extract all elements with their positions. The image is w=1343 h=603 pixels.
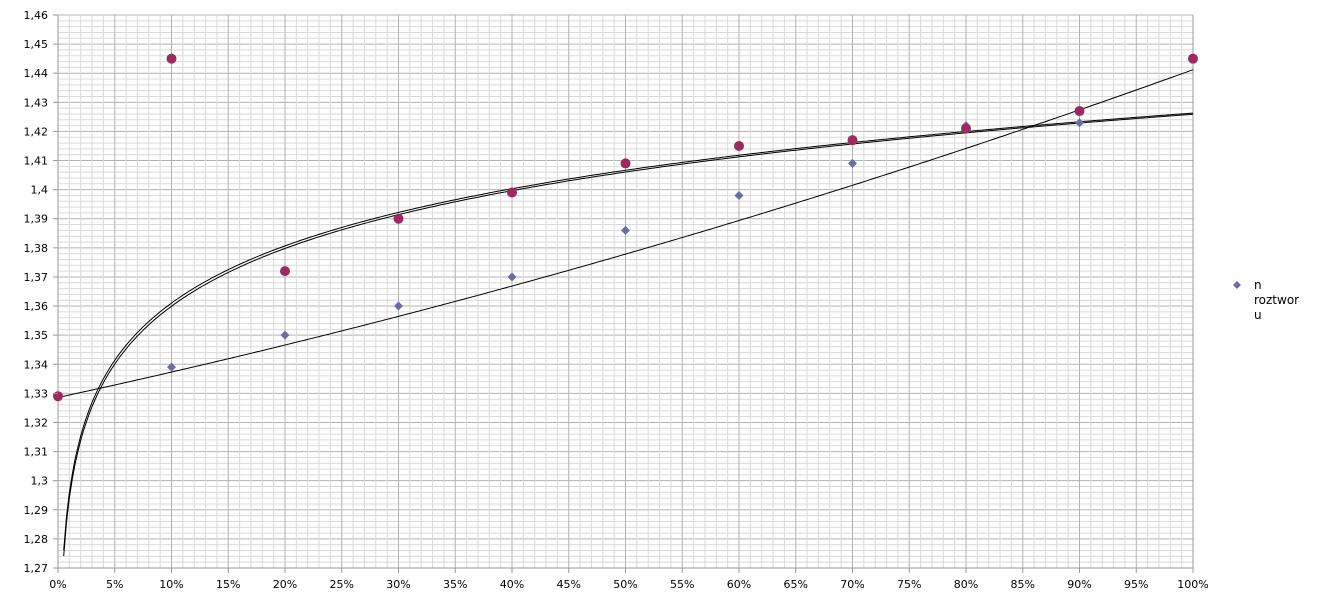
legend-label: n (1254, 278, 1262, 292)
legend-marker (1233, 281, 1241, 289)
x-tick-label: 40% (500, 578, 524, 591)
y-tick-label: 1,31 (24, 446, 49, 459)
series-1-point (167, 362, 176, 372)
x-tick-label: 60% (727, 578, 751, 591)
series-1-point (394, 301, 403, 311)
y-tick-label: 1,38 (24, 242, 49, 255)
y-tick-label: 1,3 (31, 475, 49, 488)
trendline-3 (63, 112, 1194, 551)
y-tick-label: 1,39 (24, 213, 49, 226)
series-2-point (1188, 53, 1198, 64)
x-tick-label: 30% (386, 578, 410, 591)
x-tick-label: 0% (49, 578, 66, 591)
y-tick-label: 1,36 (24, 300, 49, 313)
y-tick-label: 1,4 (31, 184, 49, 197)
x-tick-label: 25% (330, 578, 354, 591)
x-tick-label: 100% (1177, 578, 1208, 591)
y-tick-label: 1,41 (24, 155, 49, 168)
x-tick-label: 95% (1124, 578, 1148, 591)
trendline-1 (57, 69, 1194, 398)
x-tick-label: 70% (840, 578, 864, 591)
series-2-point (847, 135, 858, 146)
x-tick-label: 80% (954, 578, 978, 591)
series-2-point (620, 158, 631, 169)
x-tick-label: 5% (106, 578, 123, 591)
x-tick-label: 75% (897, 578, 921, 591)
series-2-point (734, 140, 744, 151)
x-tick-label: 90% (1067, 578, 1091, 591)
x-tick-label: 65% (784, 578, 808, 591)
y-tick-label: 1,28 (24, 533, 49, 546)
series-1-point (507, 272, 517, 282)
series-1-point (734, 190, 744, 200)
legend-label: roztwor (1254, 293, 1299, 307)
y-tick-label: 1,29 (24, 504, 49, 517)
series-2-point (1074, 106, 1085, 117)
series-1-point (848, 158, 857, 168)
y-tick-label: 1,46 (24, 9, 49, 22)
x-tick-label: 50% (613, 578, 637, 591)
y-tick-label: 1,33 (24, 387, 49, 400)
y-tick-label: 1,37 (24, 271, 49, 284)
y-tick-label: 1,42 (24, 125, 49, 138)
series-2-point (166, 53, 177, 64)
series-1-point (280, 330, 290, 340)
y-tick-label: 1,32 (24, 416, 49, 429)
x-tick-label: 85% (1011, 578, 1035, 591)
y-tick-label: 1,45 (24, 38, 49, 51)
x-tick-label: 10% (159, 578, 183, 591)
legend-label: u (1254, 308, 1262, 322)
x-axis-ticks: 0% 5% 10% 15% 20% 25% 30% 35% 40% 45% 50% 55% 60% 65%… (49, 568, 1209, 591)
y-tick-label: 1,44 (24, 67, 49, 80)
series-2-point (393, 213, 404, 224)
grid (57, 14, 1194, 569)
x-tick-label: 15% (216, 578, 240, 591)
series-2-point (961, 123, 971, 134)
y-tick-label: 1,43 (24, 96, 49, 109)
data-points (53, 53, 1198, 402)
x-tick-label: 45% (557, 578, 581, 591)
series-1-point (1075, 118, 1084, 128)
y-tick-label: 1,34 (24, 358, 49, 371)
y-tick-label: 1,35 (24, 329, 49, 342)
series-2-point (53, 391, 63, 402)
x-tick-label: 55% (670, 578, 694, 591)
x-tick-label: 20% (273, 578, 297, 591)
y-tick-label: 1,27 (24, 562, 49, 575)
trendlines (57, 69, 1194, 557)
series-2-point (507, 187, 517, 198)
trendline-2 (63, 113, 1194, 557)
series-2-point (280, 266, 290, 277)
y-axis-ticks: 1,27 1,28 1,29 1,3 1,31 1,32 1,33 1,34 1,35 1,36 1… (24, 9, 58, 575)
x-tick-label: 35% (443, 578, 467, 591)
series-1-point (621, 225, 630, 235)
